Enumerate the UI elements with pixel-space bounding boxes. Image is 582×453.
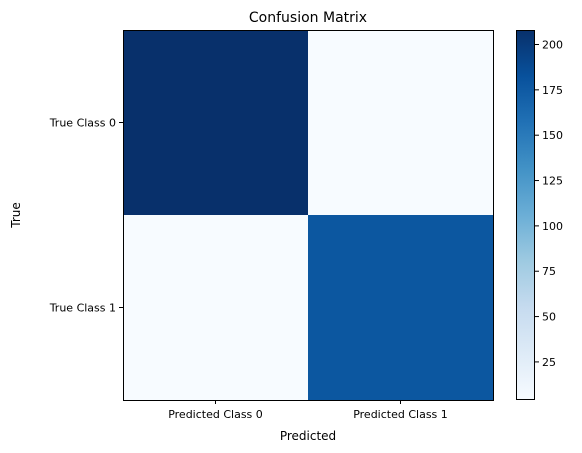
heatmap-cell-r1-c0: [123, 215, 308, 400]
heatmap-cells: [123, 30, 493, 400]
colorbar-tick-label: 125: [542, 175, 563, 188]
colorbar-tick-label: 200: [542, 39, 563, 52]
y-tick-label: True Class 0: [49, 117, 116, 130]
x-tick-label: Predicted Class 0: [168, 408, 263, 421]
chart-title: Confusion Matrix: [249, 10, 367, 26]
y-axis-ticks: True Class 0 True Class 1: [49, 117, 123, 315]
y-axis-label: True: [9, 202, 23, 229]
x-tick-label: Predicted Class 1: [353, 408, 448, 421]
colorbar-frame: [516, 30, 535, 400]
heatmap-cell-r0-c1: [308, 30, 493, 215]
x-axis-label: Predicted: [280, 429, 336, 443]
colorbar-tick-label: 150: [542, 129, 563, 142]
colorbar-tick-label: 175: [542, 84, 563, 97]
colorbar-tick-label: 75: [542, 265, 556, 278]
plot-frame: [123, 30, 494, 401]
y-tick-label: True Class 1: [49, 302, 116, 315]
colorbar-tick-label: 25: [542, 356, 556, 369]
colorbar-ticks: 25 50 75 100 125 150 175 200: [535, 39, 563, 369]
colorbar-tick-label: 50: [542, 311, 556, 324]
x-axis-ticks: Predicted Class 0 Predicted Class 1: [168, 400, 448, 421]
heatmap-cell-r1-c1: [308, 215, 493, 400]
colorbar-tick-label: 100: [542, 220, 563, 233]
colorbar: [516, 30, 535, 400]
heatmap-cell-r0-c0: [123, 30, 308, 215]
